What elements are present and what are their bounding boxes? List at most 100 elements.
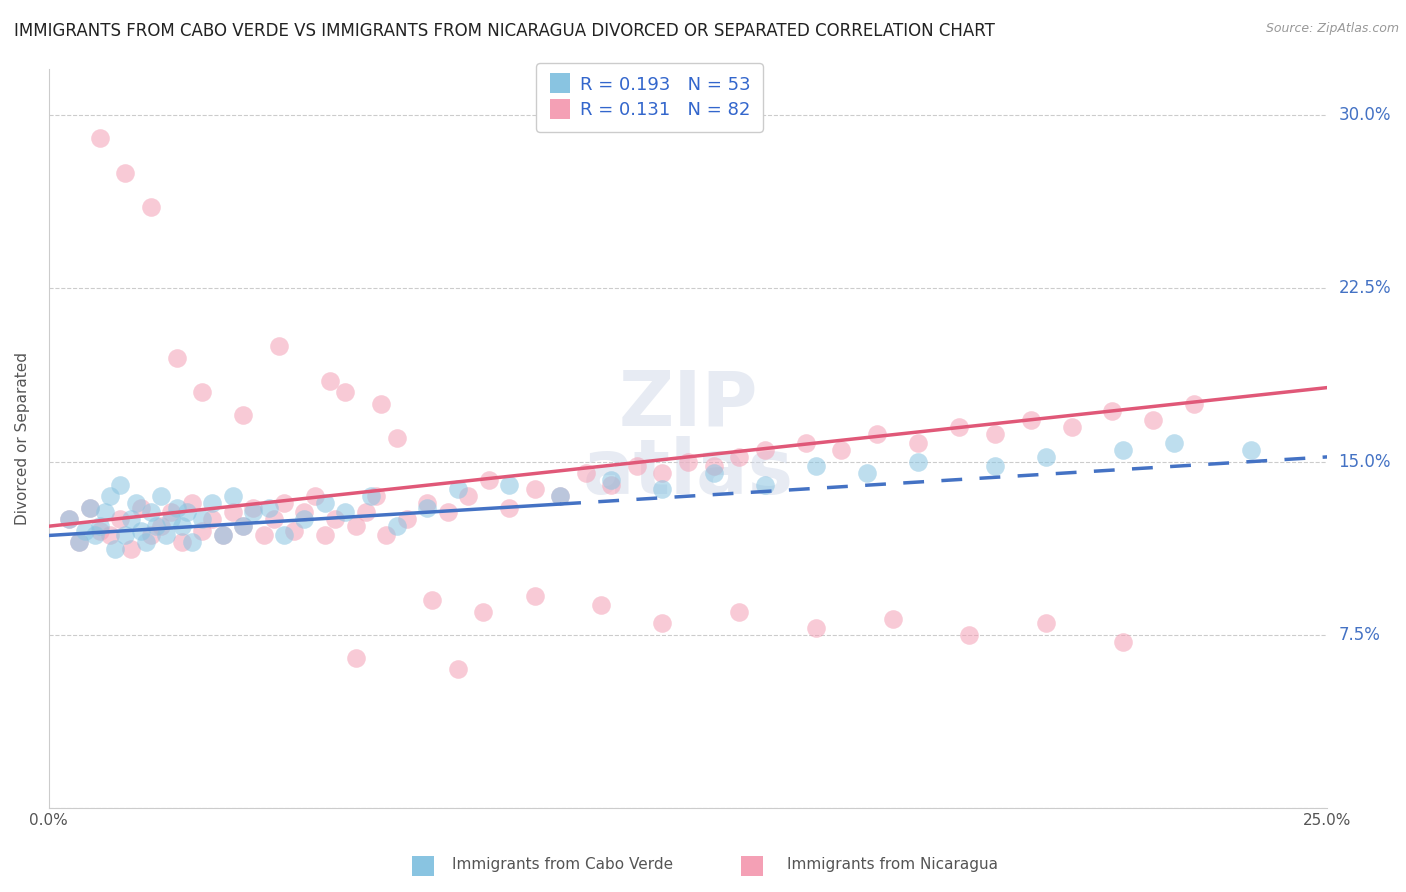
Point [191, 512, 214, 526]
Point [67, 535, 90, 549]
Text: IMMIGRANTS FROM CABO VERDE VS IMMIGRANTS FROM NICARAGUA DIVORCED OR SEPARATED CO: IMMIGRANTS FROM CABO VERDE VS IMMIGRANTS… [14, 22, 995, 40]
Point [600, 473, 623, 487]
Point [472, 605, 495, 619]
Point [155, 528, 177, 542]
Point [120, 542, 142, 557]
Point [523, 482, 546, 496]
Point [1239, 442, 1261, 457]
Point [79, 500, 101, 515]
Point [283, 524, 305, 538]
Point [263, 512, 285, 526]
Point [257, 500, 280, 515]
Point [222, 489, 245, 503]
Point [354, 505, 377, 519]
Point [907, 436, 929, 450]
Point [67, 535, 90, 549]
Point [273, 496, 295, 510]
Point [385, 432, 408, 446]
Point [98, 528, 121, 542]
Point [385, 519, 408, 533]
Point [139, 200, 162, 214]
Text: 30.0%: 30.0% [1339, 106, 1391, 124]
Point [294, 505, 316, 519]
Point [139, 505, 162, 519]
Point [754, 477, 776, 491]
Point [1142, 413, 1164, 427]
Point [1182, 397, 1205, 411]
Point [335, 385, 357, 400]
Point [110, 512, 132, 526]
Point [1035, 450, 1057, 464]
Point [457, 489, 479, 503]
Point [294, 512, 316, 526]
Point [98, 489, 121, 503]
Point [1019, 413, 1042, 427]
Point [135, 535, 157, 549]
Point [89, 524, 111, 538]
Point [222, 505, 245, 519]
Point [83, 528, 105, 542]
Text: Immigrants from Cabo Verde: Immigrants from Cabo Verde [451, 857, 673, 872]
Point [94, 505, 117, 519]
Point [114, 166, 136, 180]
Point [58, 512, 80, 526]
Point [176, 505, 198, 519]
Text: Source: ZipAtlas.com: Source: ZipAtlas.com [1265, 22, 1399, 36]
Point [104, 542, 127, 557]
Legend: R = 0.193   N = 53, R = 0.131   N = 82: R = 0.193 N = 53, R = 0.131 N = 82 [536, 63, 763, 131]
Text: 22.5%: 22.5% [1339, 279, 1391, 297]
Point [804, 621, 827, 635]
Point [89, 131, 111, 145]
Point [676, 454, 699, 468]
Point [344, 651, 367, 665]
Point [170, 535, 193, 549]
Point [110, 477, 132, 491]
Point [498, 477, 520, 491]
Point [120, 512, 142, 526]
Point [984, 426, 1007, 441]
Point [856, 466, 879, 480]
Point [319, 374, 342, 388]
Text: 15.0%: 15.0% [1339, 452, 1391, 470]
Point [191, 385, 214, 400]
Text: ZIP
atlas: ZIP atlas [582, 368, 793, 509]
Point [591, 598, 613, 612]
Point [335, 505, 357, 519]
Point [129, 500, 152, 515]
Point [703, 459, 725, 474]
Point [477, 473, 499, 487]
Point [728, 605, 751, 619]
Point [150, 519, 173, 533]
Point [58, 512, 80, 526]
Point [79, 500, 101, 515]
Point [323, 512, 346, 526]
Point [211, 528, 233, 542]
Point [166, 500, 188, 515]
Point [728, 450, 751, 464]
Point [447, 663, 470, 677]
Point [575, 466, 598, 480]
Point [651, 466, 673, 480]
Point [170, 519, 193, 533]
Point [304, 489, 326, 503]
Point [523, 589, 546, 603]
Point [73, 524, 96, 538]
Point [273, 528, 295, 542]
Point [395, 512, 418, 526]
Point [420, 593, 443, 607]
Point [242, 505, 264, 519]
Point [314, 496, 336, 510]
Point [703, 466, 725, 480]
Point [436, 505, 458, 519]
Point [1060, 420, 1083, 434]
Point [907, 454, 929, 468]
Point [242, 500, 264, 515]
Point [364, 489, 387, 503]
Point [166, 351, 188, 365]
Point [651, 616, 673, 631]
Point [651, 482, 673, 496]
Point [160, 505, 183, 519]
Point [882, 612, 904, 626]
Point [344, 519, 367, 533]
Point [252, 528, 274, 542]
